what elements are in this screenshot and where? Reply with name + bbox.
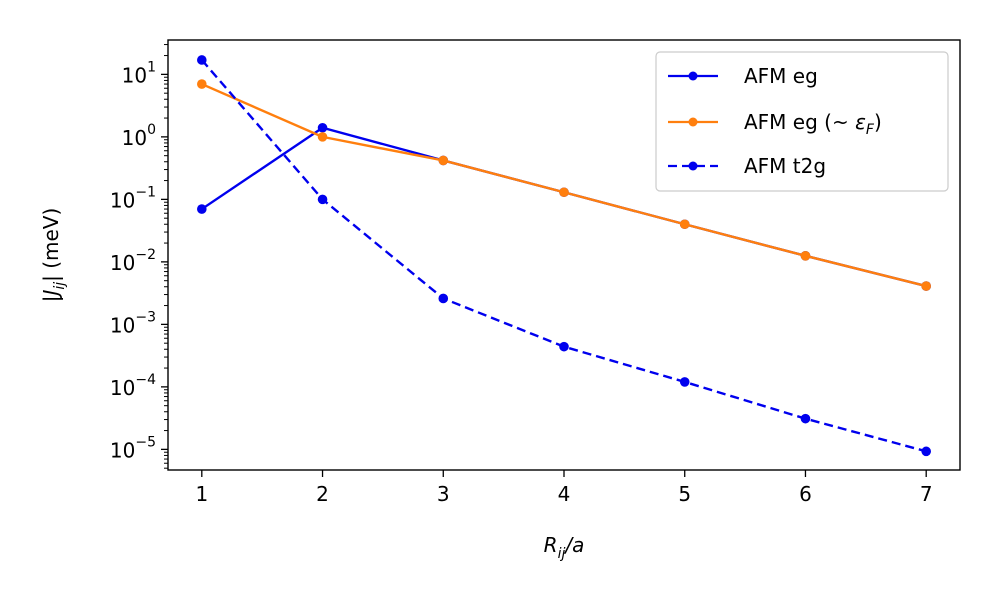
y-axis-title-post: | (meV) [39,208,63,282]
y-tick-label: 101 [122,59,156,87]
legend-marker-afm-eg [688,71,698,81]
x-axis-title-main: R [544,533,558,557]
legend-label-afm-t2g-text: AFM t2g [744,154,826,178]
legend-item-afm-eg-ef: AFM eg (~ εF) [668,110,882,138]
legend-item-afm-eg: AFM eg [668,64,818,88]
series-point-2 [921,446,931,457]
series-point-2 [800,413,811,424]
legend-label-afm-eg-ef: AFM eg (~ εF) [744,110,882,138]
y-tick-base: 10 [110,438,135,462]
y-tick-label: 10−3 [110,309,156,337]
x-axis-title-sub: ij [558,546,566,562]
y-tick-base: 10 [110,188,135,212]
series-point-1 [438,155,449,166]
x-tick-label: 5 [678,482,691,506]
x-tick-label: 1 [195,482,208,506]
y-tick-base: 10 [122,126,147,150]
y-tick-power: −3 [135,309,156,325]
y-tick-label: 10−2 [110,247,156,275]
plot-marks [197,55,931,457]
x-tick-label: 3 [437,482,450,506]
legend: AFM eg AFM eg (~ εF) AFM t2g [655,51,949,192]
y-tick-power: −2 [135,247,156,263]
x-tick-label: 6 [799,482,812,506]
x-axis-ticks: 1 2 3 4 5 6 7 [195,470,933,506]
legend-label-afm-eg-ef-sub: F [866,122,875,138]
y-axis-title: |Jij| (meV) [39,208,68,303]
series-point-2 [438,293,449,304]
series-point-1 [921,281,931,291]
series-point-0 [197,204,207,214]
y-tick-power: −4 [135,372,156,388]
y-tick-base: 10 [110,376,135,400]
y-tick-power: 1 [147,59,156,75]
series-point-2 [197,55,207,65]
x-axis-title: Rij/a [544,533,585,562]
x-tick-label: 4 [558,482,571,506]
y-tick-base: 10 [110,313,135,337]
legend-marker-afm-t2g [688,161,698,171]
series-point-1 [317,132,328,142]
series-point-0 [317,122,328,133]
y-axis-title-pre: |J [39,290,63,303]
series-point-1 [679,219,690,230]
legend-label-afm-eg-ef-sym: ε [855,110,866,134]
series-point-2 [679,377,690,387]
y-tick-label: 10−1 [110,184,156,212]
x-tick-label: 2 [316,482,329,506]
series-point-1 [197,79,207,89]
legend-label-afm-eg-ef-main: AFM eg (~ [744,110,855,134]
x-tick-label: 7 [920,482,933,506]
series-point-2 [317,194,328,205]
legend-box [655,51,949,192]
legend-label-afm-eg: AFM eg [744,64,818,88]
y-axis-title-sub: ij [52,282,68,290]
legend-label-afm-eg-text: AFM eg [744,64,818,88]
y-tick-base: 10 [110,251,135,275]
y-tick-label: 100 [122,122,156,150]
y-tick-label: 10−5 [110,434,156,462]
plot-frame [167,39,961,471]
legend-marker-afm-eg-ef [688,117,698,127]
series-point-1 [800,251,811,261]
legend-item-afm-t2g: AFM t2g [668,154,826,178]
x-axis-title-tail: /a [563,533,584,557]
y-tick-power: −5 [135,434,156,450]
y-tick-label: 10−4 [110,372,156,400]
legend-label-afm-eg-ef-end: ) [874,110,882,134]
legend-label-afm-t2g: AFM t2g [744,154,826,178]
series-point-1 [559,187,569,198]
y-tick-base: 10 [122,63,147,87]
y-tick-power: 0 [147,122,156,138]
y-tick-power: −1 [135,184,156,200]
series-point-2 [559,341,569,352]
